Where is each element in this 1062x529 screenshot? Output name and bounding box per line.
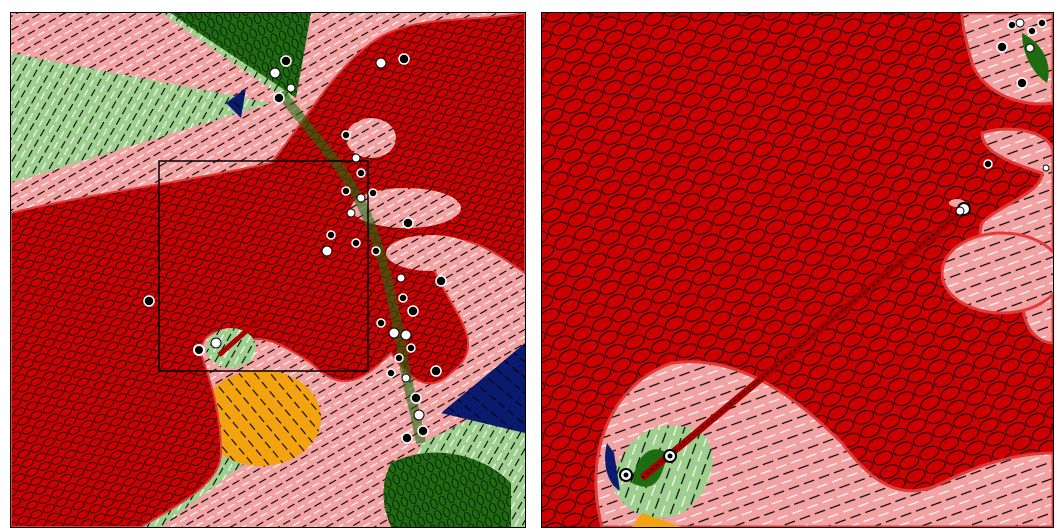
- pink-lobe-3: [346, 118, 396, 158]
- zoom-orange-patch: [632, 513, 682, 527]
- zoom-panel: [541, 12, 1054, 528]
- zoom-singularity-markers: [619, 18, 1050, 482]
- zoom-pink-lobe: [940, 231, 1053, 315]
- green-pocket-left: [206, 328, 256, 368]
- pink-lobe-1: [351, 188, 461, 228]
- zoom-pink-top-right: [960, 13, 1053, 106]
- zoom-field-plot: [542, 13, 1053, 527]
- overview-panel: [10, 12, 526, 528]
- zoom-blue-wedge: [605, 443, 620, 491]
- overview-field-plot: [11, 13, 525, 527]
- zoom-pink-bottom: [594, 360, 1053, 527]
- singularity-markers: [143, 53, 447, 444]
- pink-lobe-2: [386, 235, 476, 271]
- dark-green-lobe-bottom: [383, 452, 511, 527]
- zoom-rectangle: [158, 160, 369, 372]
- line-singularity: [217, 316, 263, 357]
- blue-wedge-right: [441, 343, 525, 433]
- blue-wedge-top: [226, 88, 246, 118]
- zoom-line-singularity: [639, 208, 965, 481]
- zoom-green-pocket: [612, 425, 713, 519]
- orange-region: [201, 370, 321, 466]
- singularity-filament: [277, 89, 426, 444]
- green-sector-upper-left: [11, 53, 271, 183]
